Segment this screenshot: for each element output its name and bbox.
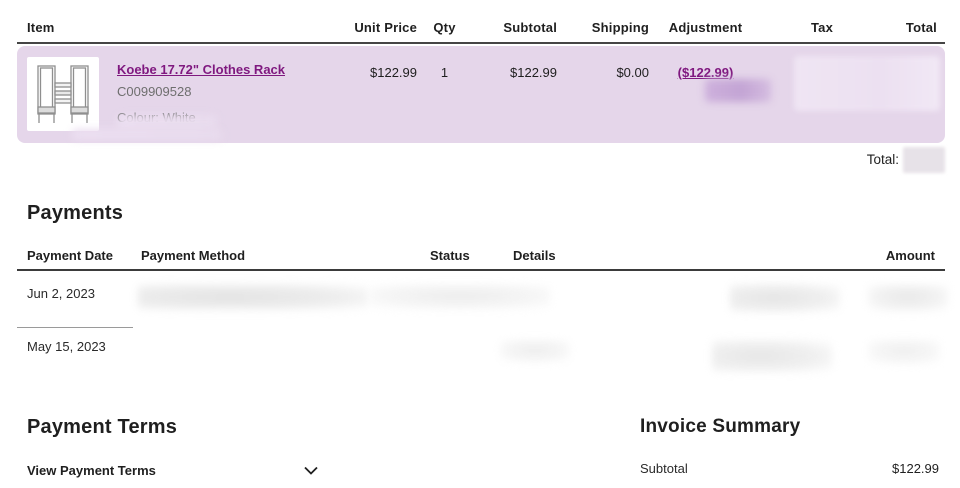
col-header-details: Details [513, 248, 556, 263]
items-total-label: Total: [866, 152, 899, 167]
redacted-payment-details-2 [712, 340, 832, 372]
clothes-rack-image [37, 65, 89, 123]
payments-title: Payments [27, 202, 124, 224]
col-header-amount: Amount [885, 248, 935, 263]
product-cell: Koebe 17.72" Clothes Rack C009909528 Col… [27, 57, 332, 143]
col-header-qty: Qty [433, 20, 456, 35]
view-payment-terms-dropdown[interactable]: View Payment Terms [27, 458, 318, 482]
col-header-shipping: Shipping [591, 20, 649, 35]
col-header-tax: Tax [810, 20, 834, 35]
redacted-payment-amount-2 [868, 340, 940, 364]
col-header-adjustment: Adjustment [668, 20, 743, 35]
item-unit-price: $122.99 [370, 65, 417, 80]
adjustment-amount-link[interactable]: ($122.99) [677, 65, 734, 80]
invoice-summary-subtotal-row: Subtotal $122.99 [640, 458, 939, 478]
item-adjustment-cell: ($122.99) [649, 57, 762, 143]
payment-row-date: May 15, 2023 [27, 339, 106, 354]
payment-row-date: Jun 2, 2023 [27, 286, 95, 301]
product-name-link[interactable]: Koebe 17.72" Clothes Rack [117, 62, 286, 77]
payment-rows-divider [17, 327, 133, 328]
product-thumbnail[interactable] [27, 57, 99, 131]
redacted-payment-method-2 [500, 340, 570, 362]
col-header-item: Item [27, 20, 55, 35]
col-header-total: Total [905, 20, 937, 35]
col-header-subtotal: Subtotal [503, 20, 557, 35]
redacted-payment-status-1 [730, 284, 840, 312]
items-total-row: Total: [17, 146, 945, 173]
chevron-down-icon [304, 466, 318, 475]
item-subtotal: $122.99 [510, 65, 557, 80]
redacted-payment-info-1 [370, 285, 550, 309]
item-total-cell [882, 57, 937, 143]
product-sku: C009909528 [117, 84, 192, 99]
subtotal-label: Subtotal [640, 460, 688, 476]
item-tax-cell [762, 57, 882, 143]
product-info: Koebe 17.72" Clothes Rack C009909528 Col… [117, 57, 285, 143]
col-header-unit-price: Unit Price [354, 20, 417, 35]
payments-table-header: Payment Date Payment Method Status Detai… [17, 246, 945, 271]
invoice-summary-title: Invoice Summary [640, 416, 801, 437]
view-payment-terms-label: View Payment Terms [27, 462, 156, 478]
redacted-total-value [903, 146, 945, 173]
item-row: Koebe 17.72" Clothes Rack C009909528 Col… [17, 46, 945, 143]
redacted-payment-amount-1 [868, 285, 948, 311]
col-header-payment-method: Payment Method [141, 248, 246, 263]
payment-terms-title: Payment Terms [27, 416, 178, 438]
redacted-payment-method-1 [138, 284, 368, 310]
item-shipping: $0.00 [616, 65, 649, 80]
items-table-header: Item Unit Price Qty Subtotal Shipping Ad… [17, 14, 945, 44]
item-qty: 1 [440, 65, 449, 80]
product-colour: Colour: White [117, 110, 196, 125]
col-header-status: Status [430, 248, 470, 263]
subtotal-value: $122.99 [892, 460, 939, 476]
col-header-payment-date: Payment Date [27, 248, 113, 263]
